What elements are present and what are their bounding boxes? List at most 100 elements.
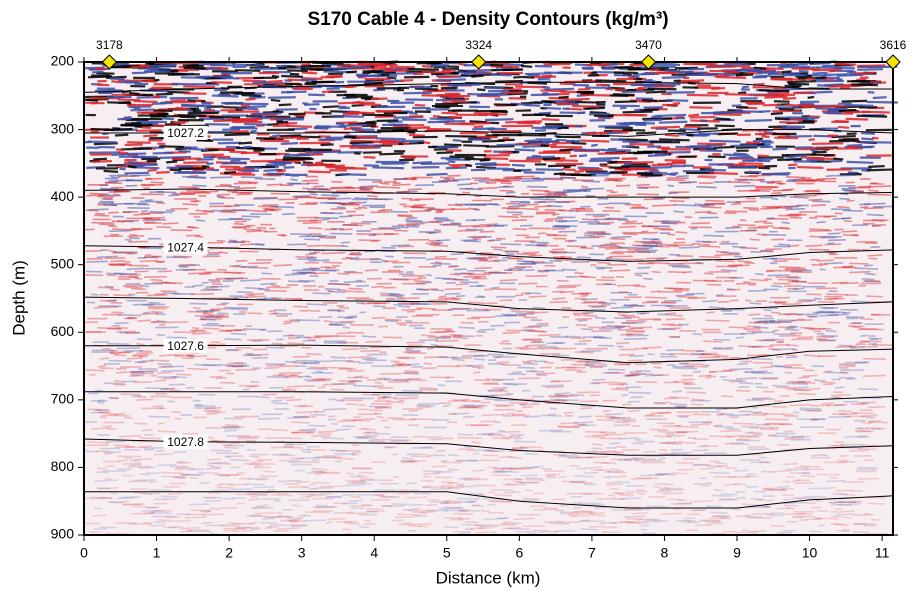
seismic-stroke	[632, 426, 640, 427]
seismic-stroke	[202, 282, 209, 283]
seismic-stroke	[632, 513, 647, 514]
seismic-stroke	[454, 501, 475, 502]
seismic-stroke	[806, 294, 821, 295]
seismic-stroke	[114, 381, 124, 382]
seismic-stroke	[405, 372, 419, 373]
seismic-stroke	[337, 207, 345, 208]
seismic-stroke	[113, 295, 132, 296]
seismic-stroke	[252, 82, 268, 83]
seismic-stroke	[369, 406, 387, 407]
seismic-stroke	[284, 299, 302, 300]
seismic-stroke	[104, 453, 113, 454]
seismic-stroke	[748, 291, 766, 292]
seismic-stroke	[579, 155, 587, 156]
seismic-stroke	[811, 455, 822, 456]
seismic-stroke	[660, 354, 673, 355]
seismic-stroke	[716, 466, 728, 467]
seismic-stroke	[673, 473, 690, 474]
seismic-stroke	[224, 447, 238, 448]
seismic-stroke	[263, 209, 274, 210]
y-axis-label: Depth (m)	[9, 260, 28, 336]
seismic-stroke	[186, 191, 207, 192]
seismic-stroke	[279, 135, 301, 136]
seismic-stroke	[453, 179, 471, 180]
seismic-stroke	[637, 313, 650, 314]
seismic-stroke	[99, 358, 108, 359]
seismic-stroke	[581, 329, 594, 330]
seismic-stroke	[203, 514, 225, 515]
seismic-stroke	[223, 428, 239, 429]
seismic-stroke	[548, 165, 576, 166]
seismic-stroke	[869, 258, 878, 259]
seismic-stroke	[545, 474, 560, 475]
seismic-stroke	[278, 199, 298, 200]
seismic-stroke	[501, 180, 521, 181]
seismic-stroke	[542, 127, 561, 128]
seismic-stroke	[853, 532, 869, 533]
seismic-stroke	[838, 127, 849, 128]
seismic-stroke	[479, 526, 497, 527]
seismic-stroke	[360, 312, 366, 313]
seismic-stroke	[397, 298, 420, 299]
seismic-stroke	[183, 204, 199, 205]
seismic-stroke	[120, 125, 149, 126]
seismic-stroke	[339, 125, 367, 126]
seismic-stroke	[672, 267, 691, 268]
seismic-stroke	[802, 375, 817, 376]
seismic-stroke	[110, 353, 119, 354]
seismic-stroke	[793, 412, 799, 413]
seismic-stroke	[418, 277, 426, 278]
seismic-stroke	[233, 265, 241, 266]
seismic-stroke	[534, 206, 551, 207]
seismic-stroke	[462, 192, 470, 193]
seismic-stroke	[187, 227, 195, 228]
seismic-stroke	[313, 186, 324, 187]
seismic-stroke	[281, 143, 298, 144]
seismic-stroke	[664, 398, 677, 399]
seismic-stroke	[713, 114, 742, 115]
seismic-stroke	[465, 345, 481, 346]
seismic-stroke	[746, 400, 764, 401]
seismic-stroke	[654, 367, 662, 368]
seismic-stroke	[307, 257, 317, 258]
seismic-stroke	[156, 94, 173, 95]
seismic-stroke	[776, 356, 783, 357]
seismic-stroke	[143, 135, 157, 136]
seismic-stroke	[150, 360, 169, 361]
seismic-stroke	[788, 508, 794, 509]
seismic-stroke	[116, 331, 135, 332]
seismic-stroke	[93, 342, 109, 343]
seismic-stroke	[630, 397, 643, 398]
seismic-stroke	[797, 337, 813, 338]
seismic-stroke	[319, 238, 336, 239]
seismic-stroke	[312, 460, 319, 461]
seismic-stroke	[870, 82, 886, 83]
seismic-stroke	[745, 300, 751, 301]
seismic-stroke	[523, 317, 537, 318]
seismic-stroke	[352, 145, 381, 146]
seismic-stroke	[372, 167, 404, 168]
seismic-stroke	[286, 400, 301, 401]
seismic-stroke	[560, 150, 573, 151]
seismic-stroke	[809, 229, 829, 230]
seismic-stroke	[426, 174, 447, 175]
seismic-stroke	[619, 227, 637, 228]
seismic-stroke	[338, 368, 352, 369]
seismic-stroke	[525, 345, 546, 346]
seismic-stroke	[102, 199, 113, 200]
seismic-stroke	[337, 333, 350, 334]
seismic-stroke	[688, 115, 699, 116]
seismic-stroke	[700, 468, 715, 469]
seismic-stroke	[812, 143, 843, 144]
seismic-stroke	[704, 203, 725, 204]
seismic-stroke	[476, 532, 497, 533]
seismic-stroke	[309, 484, 315, 485]
seismic-stroke	[558, 221, 577, 222]
seismic-stroke	[367, 379, 387, 380]
seismic-stroke	[654, 436, 672, 437]
seismic-stroke	[842, 101, 867, 102]
seismic-stroke	[832, 218, 850, 219]
seismic-stroke	[772, 471, 792, 472]
seismic-stroke	[613, 94, 634, 95]
seismic-stroke	[423, 476, 430, 477]
